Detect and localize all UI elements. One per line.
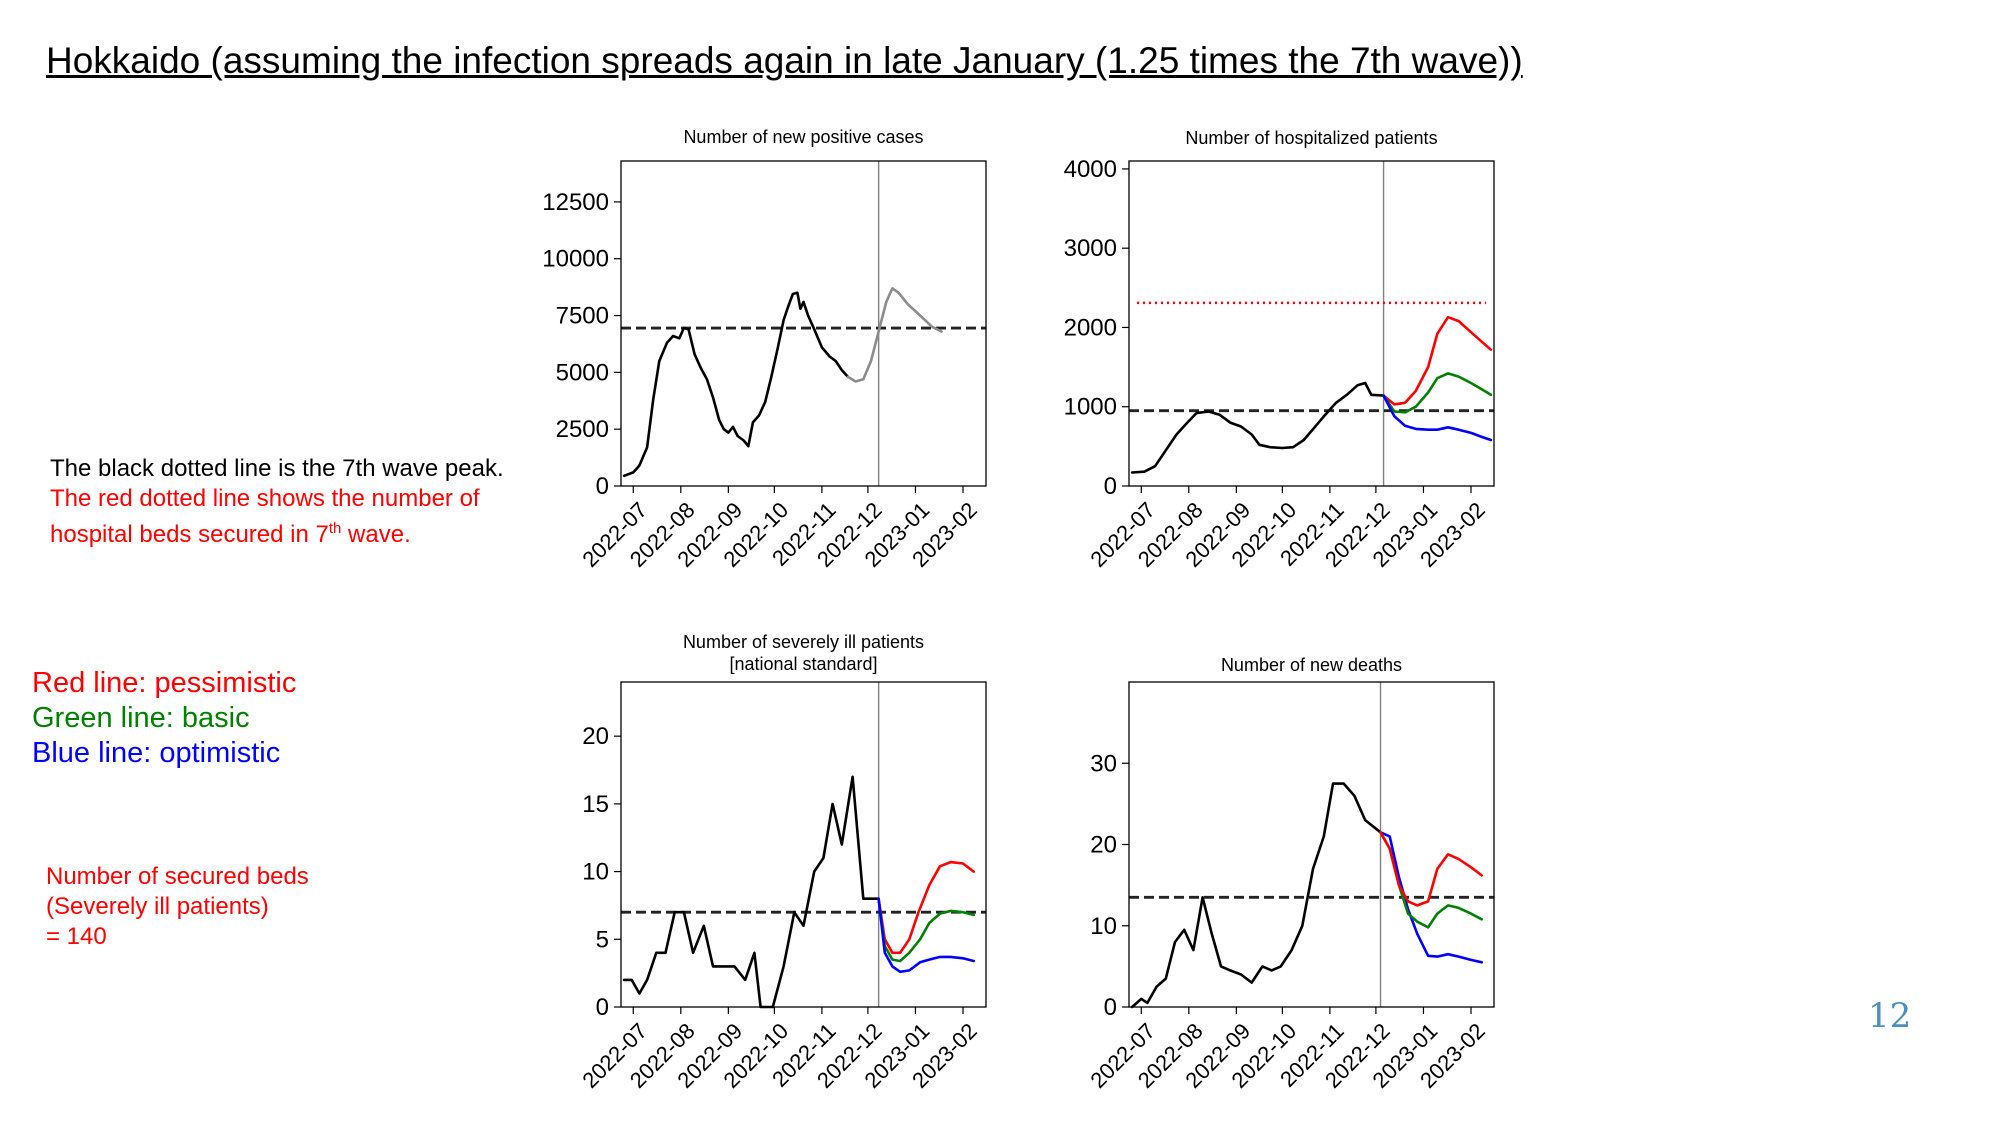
number-of-severely-ill-patients-y-tick-label: 15	[582, 791, 609, 818]
number-of-severely-ill-patients-series-actual	[622, 775, 880, 1009]
number-of-severely-ill-patients-y-tick-label: 10	[582, 859, 609, 886]
number-of-hospitalized-patients-series-pessimistic	[1382, 315, 1493, 406]
red-line-note-line1: The red dotted line shows the number of	[50, 485, 480, 512]
number-of-hospitalized-patients-y-tick-label: 3000	[1064, 235, 1117, 262]
number-of-new-deaths-y-tick-label: 0	[1104, 994, 1117, 1021]
number-of-new-deaths-axes-frame	[1128, 681, 1495, 1008]
black-line-note: The black dotted line is the 7th wave pe…	[50, 455, 504, 482]
number-of-new-deaths-y-tick-label: 20	[1090, 832, 1117, 859]
number-of-new-deaths-y-tick-label: 30	[1090, 750, 1117, 777]
number-of-hospitalized-patients-series-actual	[1130, 381, 1385, 474]
number-of-new-deaths-series-pessimistic	[1379, 830, 1483, 907]
number-of-hospitalized-patients-y-tick-label: 4000	[1064, 156, 1117, 183]
legend-basic: Green line: basic	[32, 702, 250, 734]
red-line-note-text-end: wave.	[341, 521, 411, 548]
number-of-severely-ill-patients-axes-frame	[620, 681, 987, 1008]
page-number: 12	[1868, 996, 1912, 1036]
secured-beds-line1: Number of secured beds	[46, 863, 309, 890]
number-of-severely-ill-patients-y-tick-label: 20	[582, 723, 609, 750]
number-of-severely-ill-patients-title: Number of severely ill patients	[683, 632, 924, 652]
legend-optimistic: Blue line: optimistic	[32, 737, 281, 769]
number-of-hospitalized-patients-y-tick-label: 0	[1104, 473, 1117, 500]
number-of-new-positive-cases-title: Number of new positive cases	[683, 127, 923, 147]
legend-pessimistic: Red line: pessimistic	[32, 667, 297, 699]
number-of-new-positive-cases-y-tick-label: 2500	[556, 416, 609, 443]
number-of-severely-ill-patients-series-basic	[877, 897, 976, 963]
number-of-severely-ill-patients-y-tick-label: 5	[596, 926, 609, 953]
number-of-hospitalized-patients-y-tick-label: 1000	[1064, 394, 1117, 421]
red-line-note-text: hospital beds secured in 7	[50, 521, 329, 548]
number-of-new-positive-cases-y-tick-label: 7500	[556, 303, 609, 330]
number-of-new-deaths-title: Number of new deaths	[1221, 655, 1402, 675]
number-of-new-deaths-series-optimistic	[1379, 830, 1483, 964]
number-of-new-positive-cases-y-tick-label: 12500	[542, 189, 609, 216]
number-of-severely-ill-patients-series-optimistic	[877, 897, 976, 974]
slide-title: Hokkaido (assuming the infection spreads…	[46, 40, 1523, 81]
number-of-new-deaths-series-actual	[1130, 782, 1382, 1009]
number-of-new-deaths-y-tick-label: 10	[1090, 913, 1117, 940]
number-of-new-deaths-series-basic	[1379, 830, 1483, 929]
number-of-hospitalized-patients-title: Number of hospitalized patients	[1185, 128, 1437, 148]
number-of-severely-ill-patients-y-tick-label: 0	[596, 994, 609, 1021]
number-of-severely-ill-patients-series-pessimistic	[877, 860, 976, 955]
number-of-hospitalized-patients-axes-frame	[1128, 160, 1495, 487]
number-of-severely-ill-patients-subtitle: [national standard]	[729, 654, 877, 674]
red-line-note-line2: hospital beds secured in 7th wave.	[50, 514, 411, 550]
number-of-hospitalized-patients-series-basic	[1382, 372, 1493, 414]
secured-beds-line3: = 140	[46, 923, 107, 950]
number-of-new-positive-cases-y-tick-label: 5000	[556, 359, 609, 386]
number-of-new-positive-cases-series-actual	[622, 291, 850, 478]
number-of-hospitalized-patients-y-tick-label: 2000	[1064, 314, 1117, 341]
secured-beds-line2: (Severely ill patients)	[46, 893, 269, 920]
number-of-new-positive-cases-y-tick-label: 10000	[542, 246, 609, 273]
number-of-new-positive-cases-axes-frame	[620, 160, 987, 487]
number-of-hospitalized-patients-series-optimistic	[1382, 394, 1493, 442]
red-line-note-superscript: th	[328, 520, 342, 537]
number-of-new-positive-cases-series-projection-gray	[846, 286, 943, 383]
number-of-new-positive-cases-y-tick-label: 0	[596, 473, 609, 500]
